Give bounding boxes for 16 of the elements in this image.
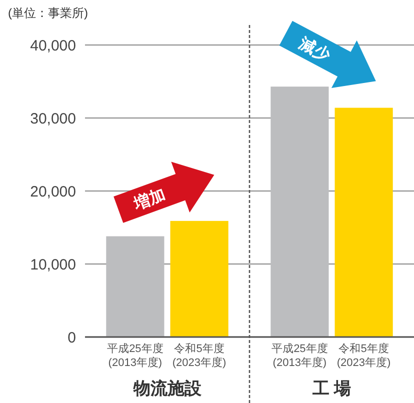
y-tick-label: 10,000 <box>30 256 76 274</box>
series-label: 令和5年度 (2023年度) <box>172 342 226 369</box>
x-tick-label: 工 場 <box>311 379 352 398</box>
y-tick-label: 30,000 <box>30 110 76 128</box>
text: 平成25年度 (2013年度) <box>272 343 328 369</box>
y-tick-label: 0 <box>68 329 76 346</box>
bar <box>334 108 393 337</box>
y-tick-label: 40,000 <box>30 37 76 54</box>
x-tick-label: 物流施設 <box>132 379 202 398</box>
text: 令和5年度 (2023年度) <box>336 343 391 369</box>
series-label: 平成25年度 (2013年度) <box>107 342 164 369</box>
annotation: 増加 <box>130 184 168 214</box>
bar <box>106 236 164 337</box>
annotation: 減少 <box>295 33 334 66</box>
y-axis-title: (単位：事業所) <box>8 6 88 20</box>
y-tick-label: 20,000 <box>30 183 76 200</box>
